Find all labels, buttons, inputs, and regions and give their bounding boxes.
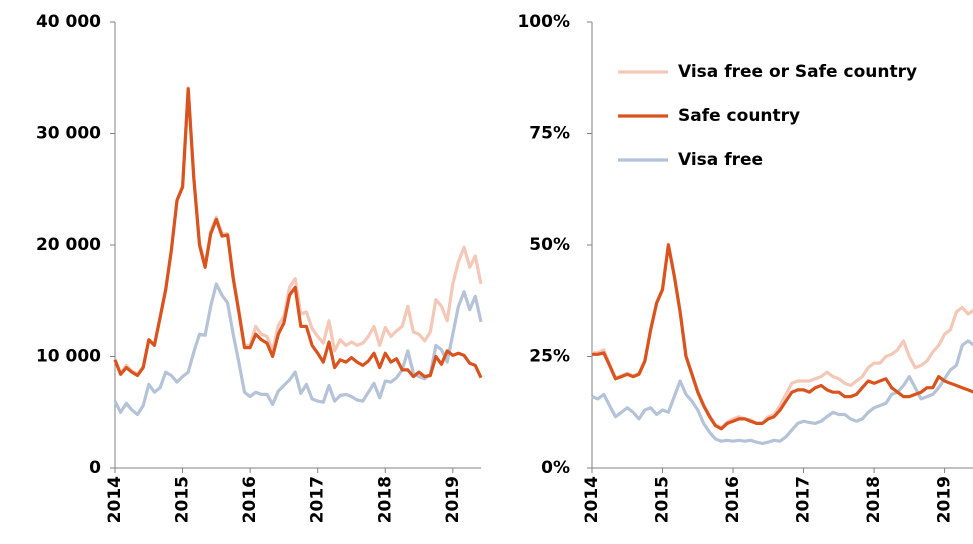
y-tick-label: 50% — [529, 235, 570, 255]
x-tick-label: 2014 — [105, 476, 125, 523]
y-tick-label: 0% — [541, 458, 570, 478]
series-line — [113, 87, 483, 379]
series-line — [591, 339, 973, 446]
y-tick-label: 40 000 — [36, 12, 101, 32]
x-tick-label: 2014 — [582, 476, 602, 523]
series-line — [113, 282, 483, 417]
series-line — [592, 243, 973, 431]
x-tick-label: 2015 — [173, 476, 193, 523]
x-tick-label: 2018 — [375, 476, 395, 523]
x-tick-label: 2019 — [443, 476, 463, 523]
legend-label: Safe country — [678, 106, 800, 126]
y-tick-label: 30 000 — [36, 124, 101, 144]
legend-label: Visa free — [678, 150, 763, 170]
x-tick-label: 2017 — [308, 476, 328, 523]
x-tick-label: 2016 — [240, 476, 260, 523]
series-line — [113, 86, 483, 376]
y-tick-label: 20 000 — [36, 235, 101, 255]
y-tick-label: 75% — [529, 124, 570, 144]
x-tick-label: 2015 — [653, 476, 673, 523]
x-tick-label: 2019 — [935, 476, 955, 523]
y-tick-label: 10 000 — [36, 347, 101, 367]
y-tick-label: 0 — [89, 458, 101, 478]
y-tick-label: 100% — [517, 12, 570, 32]
x-tick-label: 2018 — [864, 476, 884, 523]
y-tick-label: 25% — [529, 347, 570, 367]
legend-label: Visa free or Safe country — [678, 62, 917, 82]
x-tick-label: 2016 — [723, 476, 743, 523]
x-tick-label: 2017 — [794, 476, 814, 523]
